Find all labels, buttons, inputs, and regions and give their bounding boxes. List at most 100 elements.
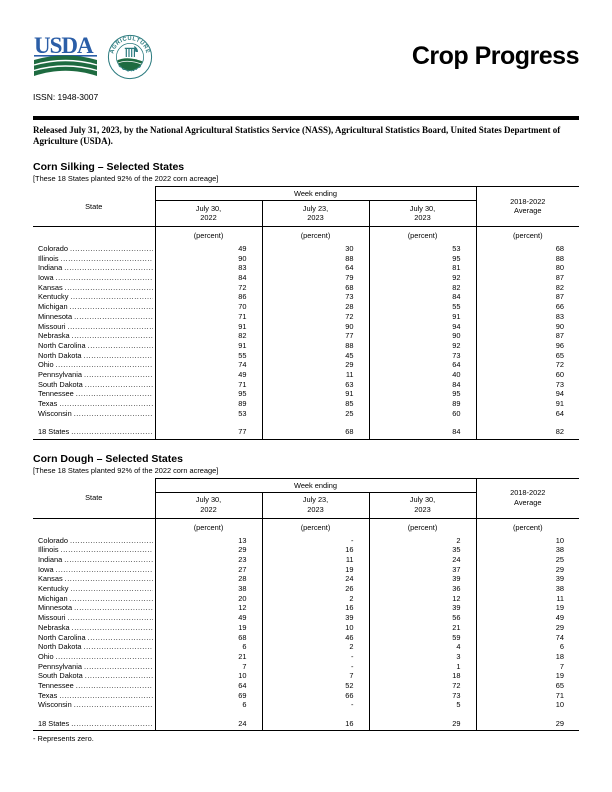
week-ending-header: Week ending — [155, 185, 477, 201]
spacer-cell — [155, 418, 263, 426]
table-row: Texas696673 71 — [33, 690, 579, 701]
table-row: Colorado13-2 10 — [33, 535, 579, 546]
header-row-units: (percent) (percent) (percent) (percent) — [33, 518, 579, 536]
value-cell: 5 — [369, 700, 477, 711]
date-header-cell: July 30, 2023 — [369, 200, 477, 227]
dot-leader — [84, 662, 153, 672]
table-row: Kansas72688282 — [33, 282, 579, 293]
value-cell: 74 — [155, 360, 263, 371]
value-cell: 53 — [369, 243, 477, 254]
table-note: [These 18 States planted 92% of the 2022… — [33, 465, 219, 475]
usda-logo-icon: USDA — [33, 34, 98, 76]
value-cell: 27 — [155, 564, 263, 575]
value-cell: 35 — [369, 545, 477, 555]
value-cell: 39 — [262, 613, 370, 623]
table-row: Indiana836481 80 — [33, 263, 579, 273]
value-cell: 1 — [369, 661, 477, 672]
unit-label-cell: (percent) — [369, 518, 477, 536]
spacer-cell — [262, 710, 370, 718]
value-cell: 52 — [262, 681, 370, 691]
total-row: 18 States24162929 — [33, 717, 579, 732]
table-row: Iowa847992 87 — [33, 272, 579, 283]
dot-leader — [72, 331, 153, 341]
value-cell: 68 — [262, 282, 370, 293]
value-cell: 69 — [155, 690, 263, 701]
dot-leader — [74, 409, 153, 419]
state-cell: Iowa — [33, 564, 156, 575]
table-row: Illinois291635 38 — [33, 545, 579, 555]
value-cell: 86 — [155, 292, 263, 303]
agriculture-counts-seal-icon: AGRICULTURE COUNTS — [107, 34, 153, 80]
value-cell: 19 — [555, 671, 564, 681]
average-header-cell: 2018-2022 Average — [476, 477, 579, 519]
value-cell: 71 — [155, 379, 263, 390]
value-cell: 30 — [262, 243, 370, 254]
value-cell: 73 — [369, 350, 477, 361]
dot-leader — [65, 574, 153, 584]
spacer-cell — [33, 710, 156, 718]
dot-leader — [76, 681, 153, 691]
value-cell: 21 — [155, 651, 263, 662]
table-row: Nebraska827790 87 — [33, 331, 579, 341]
dot-leader — [70, 302, 153, 312]
value-cell: 84 — [369, 425, 477, 440]
state-cell: 18 States — [33, 425, 156, 440]
value-cell: 90 — [555, 321, 564, 331]
value-cell: 36 — [369, 584, 477, 594]
header-row-groups: State Week ending 2018-2022 Average — [33, 185, 579, 227]
dot-leader — [70, 594, 153, 604]
dot-leader — [71, 719, 152, 729]
dot-leader — [72, 623, 153, 633]
value-cell: 39 — [369, 603, 477, 614]
state-cell: Colorado — [33, 535, 156, 546]
value-cell: 40 — [369, 370, 477, 380]
table-row: South Dakota716384 73 — [33, 379, 579, 390]
value-cell: 39 — [369, 574, 477, 585]
table-row: North Dakota6246 — [33, 642, 579, 652]
value-cell: 6 — [155, 642, 263, 652]
value-cell: 25 — [262, 408, 370, 419]
state-cell: Texas — [33, 690, 156, 701]
release-statement: Released July 31, 2023, by the National … — [33, 124, 561, 147]
date-header-cell: July 23, 2023 — [262, 200, 370, 227]
table-row: Wisconsin6-5 10 — [33, 700, 579, 711]
table-row: Missouri49395649 — [33, 613, 579, 623]
state-cell: Wisconsin — [33, 408, 156, 419]
value-cell: 71 — [155, 311, 263, 322]
value-cell: 84 — [155, 272, 263, 283]
value-cell: 37 — [369, 564, 477, 575]
value-cell: 72 — [155, 282, 263, 293]
table-row: Kentucky38263638 — [33, 584, 579, 594]
dot-leader — [64, 263, 152, 273]
value-cell: 7 — [155, 661, 263, 672]
corn-dough-section: Corn Dough – Selected States [These 18 S… — [33, 452, 579, 743]
value-cell: 89 — [369, 399, 477, 409]
value-cell: 13 — [155, 535, 263, 546]
spacer-row — [33, 418, 579, 426]
state-cell: North Carolina — [33, 632, 156, 643]
dot-leader — [70, 244, 153, 254]
value-cell: 77 — [155, 425, 263, 440]
state-cell: Nebraska — [33, 331, 156, 341]
value-cell: 73 — [369, 690, 477, 701]
value-cell: 2 — [262, 642, 370, 652]
state-cell: Iowa — [33, 272, 156, 283]
value-cell: 87 — [555, 292, 564, 302]
value-cell: 95 — [155, 389, 263, 400]
state-cell: Indiana — [33, 263, 156, 273]
state-cell: Missouri — [33, 613, 156, 623]
value-cell: 60 — [369, 408, 477, 419]
value-cell: 49 — [155, 243, 263, 254]
table-title-corn-dough: Corn Dough – Selected States — [33, 452, 183, 465]
value-cell: 29 — [155, 545, 263, 555]
spacer-cell — [476, 710, 579, 717]
value-cell: 26 — [262, 584, 370, 594]
value-cell: 83 — [155, 263, 263, 273]
value-cell: 38 — [555, 545, 564, 555]
value-cell: 11 — [262, 554, 370, 565]
dot-leader — [84, 370, 153, 380]
value-cell: 85 — [262, 399, 370, 409]
value-cell: 84 — [369, 292, 477, 303]
table-row: Wisconsin532560 64 — [33, 408, 579, 419]
